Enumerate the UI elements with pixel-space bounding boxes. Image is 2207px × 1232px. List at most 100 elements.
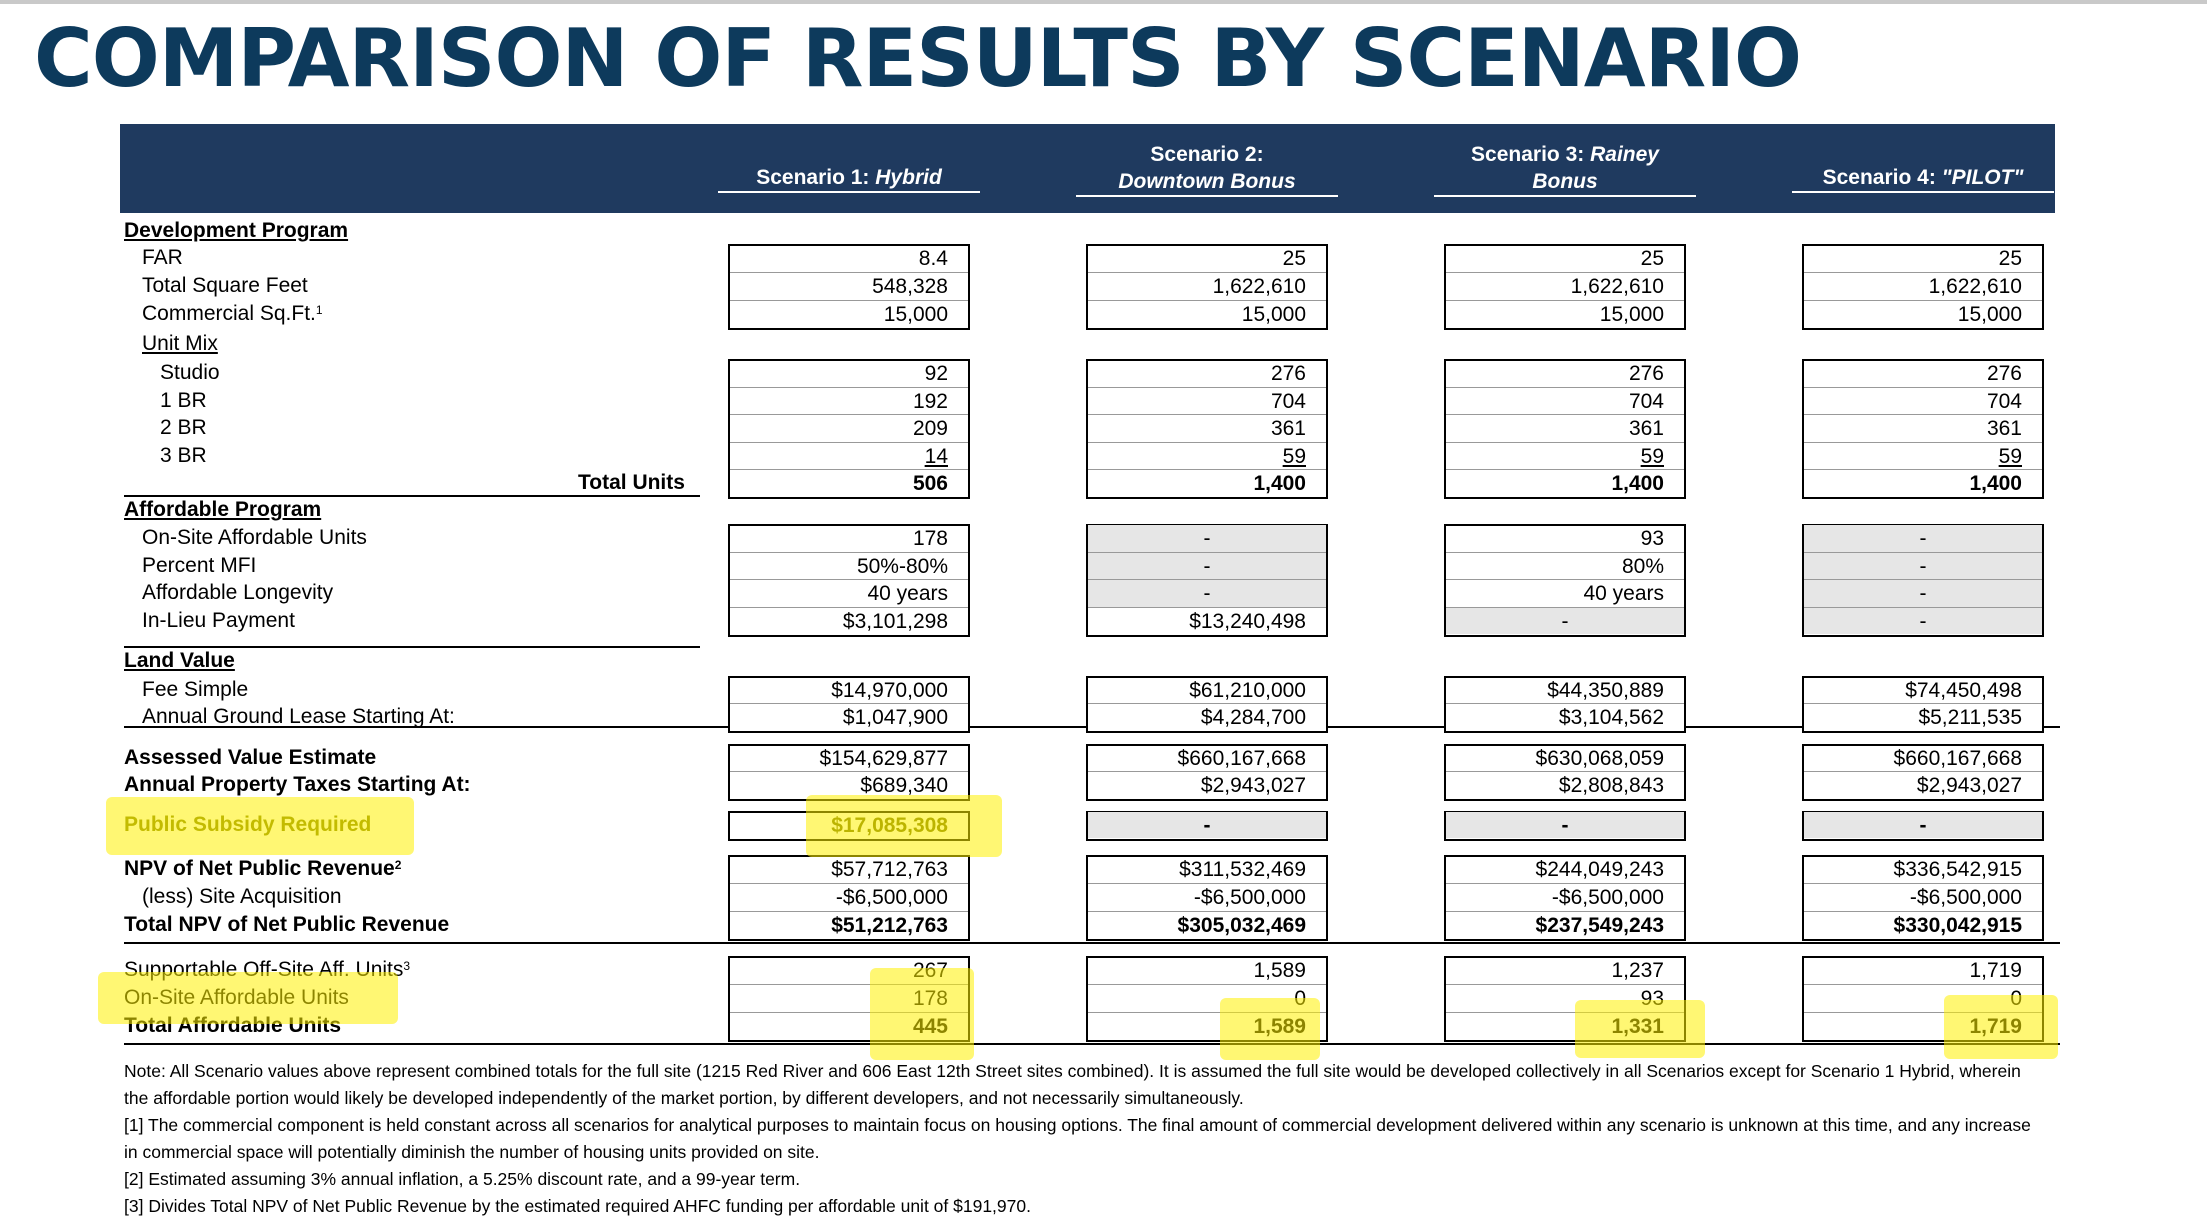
cell-divider	[1446, 607, 1684, 608]
highlighter-mark	[806, 795, 1002, 857]
note-main: Note: All Scenario values above represen…	[124, 1061, 2021, 1108]
value-subsidy-scenario-2: -	[1088, 812, 1326, 838]
value-mfi-scenario-2: -	[1088, 553, 1326, 581]
value-mfi-scenario-1: 50%-80%	[856, 555, 948, 578]
value-fee-scenario-3: $44,350,889	[1547, 679, 1664, 702]
cell-divider	[1804, 1012, 2042, 1013]
value-ground-scenario-3: $3,104,562	[1558, 706, 1664, 729]
value-studio-scenario-1: 92	[924, 362, 948, 385]
cell-divider	[1804, 703, 2042, 704]
value-fee-scenario-2: $61,210,000	[1189, 679, 1306, 702]
label-1br: 1 BR	[160, 389, 207, 412]
highlighter-mark	[106, 797, 414, 855]
section-affordable-program: Affordable Program	[124, 498, 322, 521]
label-npv-net-public-revenue-footnote-ref: 2	[394, 858, 402, 872]
cell-divider	[1446, 771, 1684, 772]
value-box-5-scenario-4	[1802, 744, 2044, 801]
cell-divider	[1446, 272, 1684, 273]
cell-divider	[1446, 469, 1684, 470]
value-taxes-scenario-2: $2,943,027	[1200, 774, 1306, 797]
scenario-header-2: Scenario 2: Downtown Bonus	[1076, 141, 1338, 197]
value-longevity-scenario-4: -	[1804, 580, 2042, 608]
cell-divider	[1088, 414, 1326, 415]
value-box-7-scenario-3	[1444, 855, 1686, 941]
scenario-header-line1: Scenario 2:	[1150, 143, 1264, 166]
scenario-header-1: Scenario 1: Hybrid	[718, 164, 980, 193]
value-tsf-scenario-4: 1,622,610	[1928, 275, 2022, 298]
value-box-2-scenario-4	[1802, 359, 2044, 499]
label-onsite-affordable-units: On-Site Affordable Units	[142, 526, 367, 549]
value-inlieu-scenario-1: $3,101,298	[842, 610, 948, 633]
value-onsite-scenario-3: 93	[1640, 527, 1664, 550]
cell-divider	[1446, 911, 1684, 912]
value-assessed-scenario-3: $630,068,059	[1535, 747, 1664, 770]
cell-divider	[1804, 771, 2042, 772]
cell-divider	[1446, 579, 1684, 580]
value-br3-scenario-3: 59	[1640, 445, 1664, 468]
cell-divider	[1088, 984, 1326, 985]
value-taxes-scenario-3: $2,808,843	[1558, 774, 1664, 797]
value-box-4-scenario-4	[1802, 676, 2044, 733]
scenario-header-3: Scenario 3: Rainey Bonus	[1434, 141, 1696, 197]
cell-divider	[730, 607, 968, 608]
value-total-units-scenario-3: 1,400	[1611, 472, 1664, 495]
label-npv-net-public-revenue: NPV of Net Public Revenue2	[124, 857, 402, 880]
cell-divider	[730, 414, 968, 415]
value-total-npv-scenario-4: $330,042,915	[1893, 914, 2022, 937]
section-land-value: Land Value	[124, 649, 235, 672]
value-br2-scenario-3: 361	[1628, 417, 1664, 440]
cell-divider	[1804, 911, 2042, 912]
value-inlieu-scenario-4: -	[1804, 608, 2042, 634]
label-far: FAR	[142, 246, 183, 269]
cell-divider	[1804, 387, 2042, 388]
value-box-2-scenario-2	[1086, 359, 1328, 499]
cell-divider	[1088, 883, 1326, 884]
value-less-scenario-4: -$6,500,000	[1909, 886, 2022, 909]
value-comm-scenario-1: 15,000	[883, 303, 948, 326]
cell-divider	[730, 984, 968, 985]
cell-divider	[1088, 1012, 1326, 1013]
value-box-5-scenario-1	[728, 744, 970, 801]
scenario-header-line2: Bonus	[1434, 168, 1696, 197]
value-offsite-scenario-3: 1,237	[1611, 959, 1664, 982]
value-subsidy-scenario-3: -	[1446, 812, 1684, 838]
value-less-scenario-1: -$6,500,000	[835, 886, 948, 909]
value-total-npv-scenario-3: $237,549,243	[1535, 914, 1664, 937]
value-total-units-scenario-2: 1,400	[1253, 472, 1306, 495]
note-2: [2] Estimated assuming 3% annual inflati…	[124, 1169, 801, 1189]
value-studio-scenario-4: 276	[1986, 362, 2022, 385]
value-onsite-scenario-4: -	[1804, 525, 2042, 553]
cell-divider	[1088, 607, 1326, 608]
cell-divider	[730, 1012, 968, 1013]
value-fee-scenario-1: $14,970,000	[831, 679, 948, 702]
label-2br: 2 BR	[160, 416, 207, 439]
section-divider	[124, 646, 700, 648]
highlighter-mark	[870, 968, 974, 1060]
cell-divider	[1446, 552, 1684, 553]
cell-divider	[1446, 984, 1684, 985]
value-br3-scenario-4: 59	[1998, 445, 2022, 468]
value-total-units-scenario-4: 1,400	[1969, 472, 2022, 495]
value-mfi-scenario-4: -	[1804, 553, 2042, 581]
value-assessed-scenario-1: $154,629,877	[819, 747, 948, 770]
value-offsite-scenario-2: 1,589	[1253, 959, 1306, 982]
value-studio-scenario-3: 276	[1628, 362, 1664, 385]
cell-divider	[1804, 607, 2042, 608]
label-unit-mix: Unit Mix	[142, 332, 218, 355]
value-box-2-scenario-1	[728, 359, 970, 499]
value-box-7-scenario-2	[1086, 855, 1328, 941]
cell-divider	[1088, 442, 1326, 443]
value-onsite-scenario-2: -	[1088, 525, 1326, 553]
cell-divider	[730, 771, 968, 772]
cell-divider	[1804, 414, 2042, 415]
value-tsf-scenario-3: 1,622,610	[1570, 275, 1664, 298]
label-annual-property-taxes: Annual Property Taxes Starting At:	[124, 773, 471, 796]
value-tsf-scenario-2: 1,622,610	[1212, 275, 1306, 298]
cell-divider	[730, 272, 968, 273]
value-box-1-scenario-2	[1086, 244, 1328, 330]
value-br1-scenario-1: 192	[912, 390, 948, 413]
value-br2-scenario-2: 361	[1270, 417, 1306, 440]
scenario-header-line1: Scenario 3: Rainey	[1471, 143, 1659, 166]
cell-divider	[1446, 387, 1684, 388]
cell-divider	[730, 442, 968, 443]
